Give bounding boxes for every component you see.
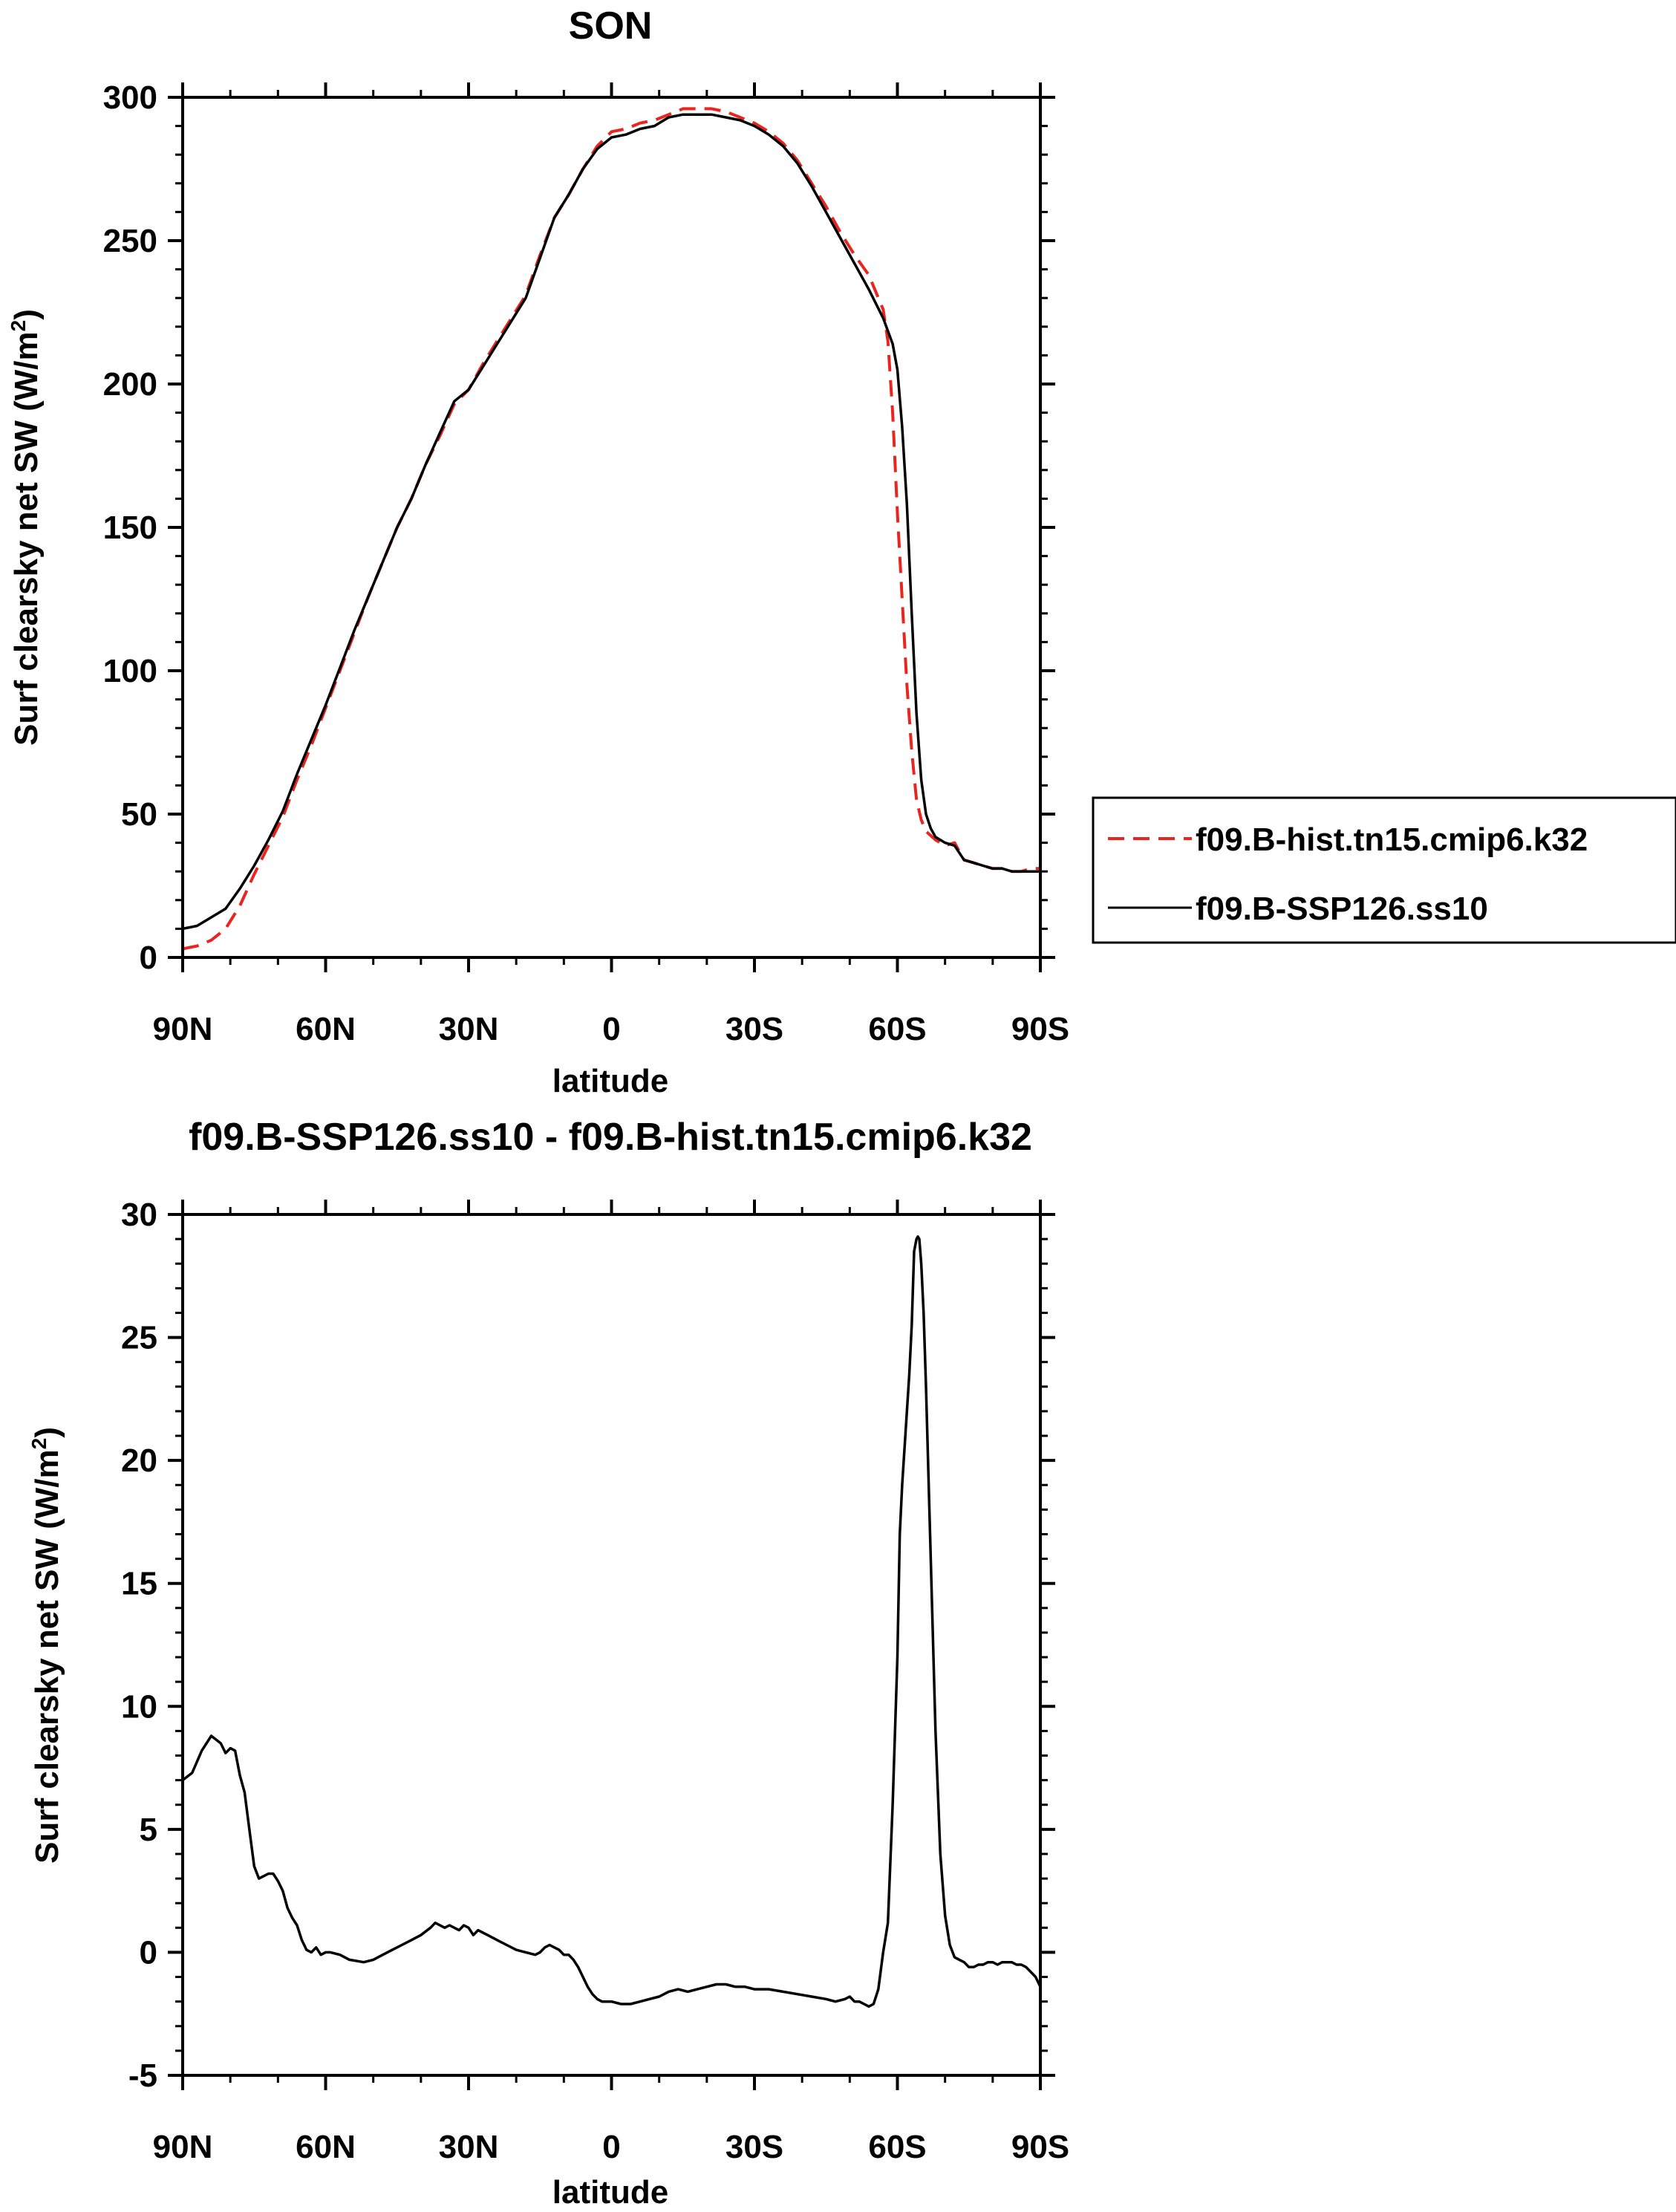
- top-chart-series: [182, 107, 1040, 951]
- x-tick-label: 60S: [868, 2129, 926, 2165]
- series-line-hist: [182, 107, 1040, 951]
- top-y-axis-label-close: ): [8, 309, 45, 320]
- y-tick-label: 15: [121, 1566, 157, 1602]
- x-tick-label: 90S: [1011, 1011, 1069, 1047]
- x-tick-label: 30N: [439, 2129, 499, 2165]
- bottom-chart-title: f09.B-SSP126.ss10 - f09.B-hist.tn15.cmip…: [189, 1116, 1032, 1159]
- bottom-y-axis-label-text: Surf clearsky net SW (W/m: [29, 1449, 65, 1863]
- x-tick-label: 60N: [296, 1011, 356, 1047]
- y-tick-label: 50: [121, 796, 157, 833]
- top-chart-y-tick-labels: 0 50 100 150 200 250 300: [103, 79, 157, 976]
- bottom-chart-y-tick-labels: -5 0 5 10 15 20 25 30: [121, 1197, 157, 2094]
- legend: f09.B-hist.tn15.cmip6.k32 f09.B-SSP126.s…: [1092, 796, 1676, 944]
- legend-label-hist: f09.B-hist.tn15.cmip6.k32: [1196, 822, 1588, 858]
- series-line-ssp: [182, 113, 1040, 931]
- bottom-chart-ticks: [168, 1200, 1055, 2090]
- x-tick-label: 60N: [296, 2129, 356, 2165]
- series-line-diff: [181, 1235, 1042, 2008]
- top-chart-title: SON: [569, 4, 653, 48]
- x-tick-label: 30S: [725, 2129, 783, 2165]
- y-tick-label: 100: [103, 653, 157, 689]
- bottom-y-axis-label-superscript: 2: [27, 1438, 50, 1450]
- top-y-axis-label: Surf clearsky net SW (W/m2): [7, 309, 45, 746]
- top-plot-frame: [181, 96, 1042, 959]
- y-tick-label: 10: [121, 1688, 157, 1725]
- legend-box: [1092, 796, 1676, 944]
- y-tick-label: 300: [103, 79, 157, 116]
- top-y-axis-label-text: Surf clearsky net SW (W/m: [8, 331, 45, 745]
- x-tick-label: 60S: [868, 1011, 926, 1047]
- bottom-x-axis-label: latitude: [552, 2174, 668, 2211]
- y-tick-label: 0: [140, 940, 157, 976]
- bottom-y-axis-label-close: ): [29, 1427, 65, 1438]
- top-x-axis-label: latitude: [552, 1063, 668, 1099]
- y-tick-label: 30: [121, 1197, 157, 1233]
- x-tick-label: 90S: [1011, 2129, 1069, 2165]
- bottom-y-axis-label: Surf clearsky net SW (W/m2): [27, 1427, 65, 1864]
- bottom-chart-series: [181, 1235, 1042, 2008]
- bottom-chart-x-tick-labels: 90N 60N 30N 0 30S 60S 90S: [153, 2129, 1070, 2165]
- y-tick-label: 20: [121, 1442, 157, 1479]
- y-tick-label: 5: [140, 1812, 157, 1848]
- y-tick-label: 250: [103, 223, 157, 259]
- top-y-axis-label-superscript: 2: [7, 320, 30, 332]
- top-chart-ticks: [168, 82, 1055, 972]
- y-tick-label: -5: [128, 2058, 157, 2094]
- y-tick-label: 150: [103, 510, 157, 546]
- y-tick-label: 200: [103, 366, 157, 403]
- x-tick-label: 0: [602, 1011, 620, 1047]
- x-tick-label: 30S: [725, 1011, 783, 1047]
- y-tick-label: 25: [121, 1320, 157, 1356]
- legend-label-ssp: f09.B-SSP126.ss10: [1196, 891, 1488, 927]
- x-tick-label: 90N: [153, 1011, 213, 1047]
- y-tick-label: 0: [140, 1934, 157, 1971]
- x-tick-label: 30N: [439, 1011, 499, 1047]
- top-chart-x-tick-labels: 90N 60N 30N 0 30S 60S 90S: [153, 1011, 1070, 1047]
- x-tick-label: 90N: [153, 2129, 213, 2165]
- bottom-panel: f09.B-SSP126.ss10 - f09.B-hist.tn15.cmip…: [27, 1116, 1069, 2211]
- x-tick-label: 0: [602, 2129, 620, 2165]
